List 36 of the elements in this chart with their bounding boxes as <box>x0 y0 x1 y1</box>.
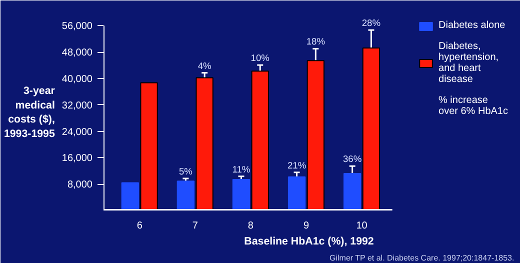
legend-label: Diabetes alone <box>438 20 506 31</box>
bar <box>306 60 324 210</box>
annotation: 5% <box>178 166 192 176</box>
y-tick-label: 16,000 <box>62 153 93 164</box>
bar <box>121 182 139 210</box>
annotation: 10% <box>250 53 270 64</box>
bar <box>251 70 269 210</box>
bar <box>343 173 362 210</box>
bar <box>140 82 158 210</box>
y-tick-label: 8,000 <box>67 180 93 191</box>
y-tick-label: 40,000 <box>62 74 93 85</box>
x-axis-title: Baseline HbA1c (%), 1992 <box>244 236 374 248</box>
y-tick-label: 24,000 <box>62 126 93 138</box>
bar <box>288 176 306 210</box>
x-tick-label: 10 <box>356 220 368 232</box>
x-tick-label: 9 <box>303 220 310 232</box>
x-tick-label: 7 <box>192 220 198 232</box>
y-axis-title: 3-year medical costs ($), 1993-1995 <box>4 84 55 140</box>
bar <box>176 180 195 210</box>
bar <box>232 178 250 210</box>
annotation: 4% <box>198 60 212 71</box>
text: Gilmer TP et al. Diabetes Care. 1997;20:1847-1853. <box>330 254 514 262</box>
x-tick-label: 8 <box>248 220 254 232</box>
annotation: 28% <box>362 18 381 28</box>
bar <box>196 77 214 210</box>
y-tick-label: 48,000 <box>62 48 93 59</box>
annotation: 36% <box>342 154 362 164</box>
legend-label: Diabetes, hypertension, and heart disease <box>438 41 499 85</box>
text: % increase over 6% HbA1c <box>438 95 508 117</box>
y-tick-label: 56,000 <box>62 21 93 32</box>
y-tick-label: 32,000 <box>62 100 93 112</box>
annotation: 18% <box>306 36 325 47</box>
annotation: 11% <box>232 164 250 174</box>
x-tick-label: 6 <box>136 220 143 232</box>
bar <box>362 48 380 210</box>
annotation: 21% <box>287 160 306 170</box>
